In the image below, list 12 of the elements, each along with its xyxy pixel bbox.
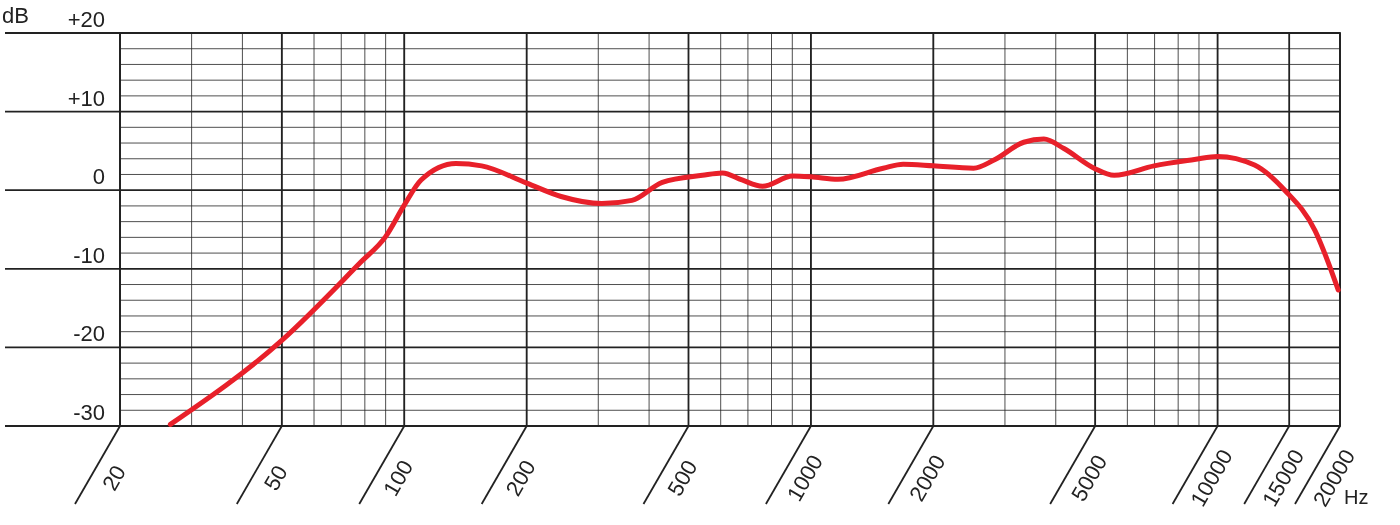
y-tick-label: -30 (73, 400, 105, 425)
y-tick-label: 0 (92, 164, 105, 190)
x-tick-label: 100 (378, 455, 419, 501)
y-tick-label: -10 (73, 242, 105, 268)
x-tick-label: 20 (97, 461, 131, 495)
y-tick-label: +20 (67, 7, 105, 32)
y-tick-label: +10 (67, 85, 105, 111)
x-tick-label: 200 (500, 455, 541, 501)
y-axis-title: dB (2, 3, 29, 28)
y-tick-label: -20 (73, 321, 105, 347)
x-tick-label: 50 (258, 461, 293, 495)
x-tick-label: 500 (662, 455, 703, 501)
